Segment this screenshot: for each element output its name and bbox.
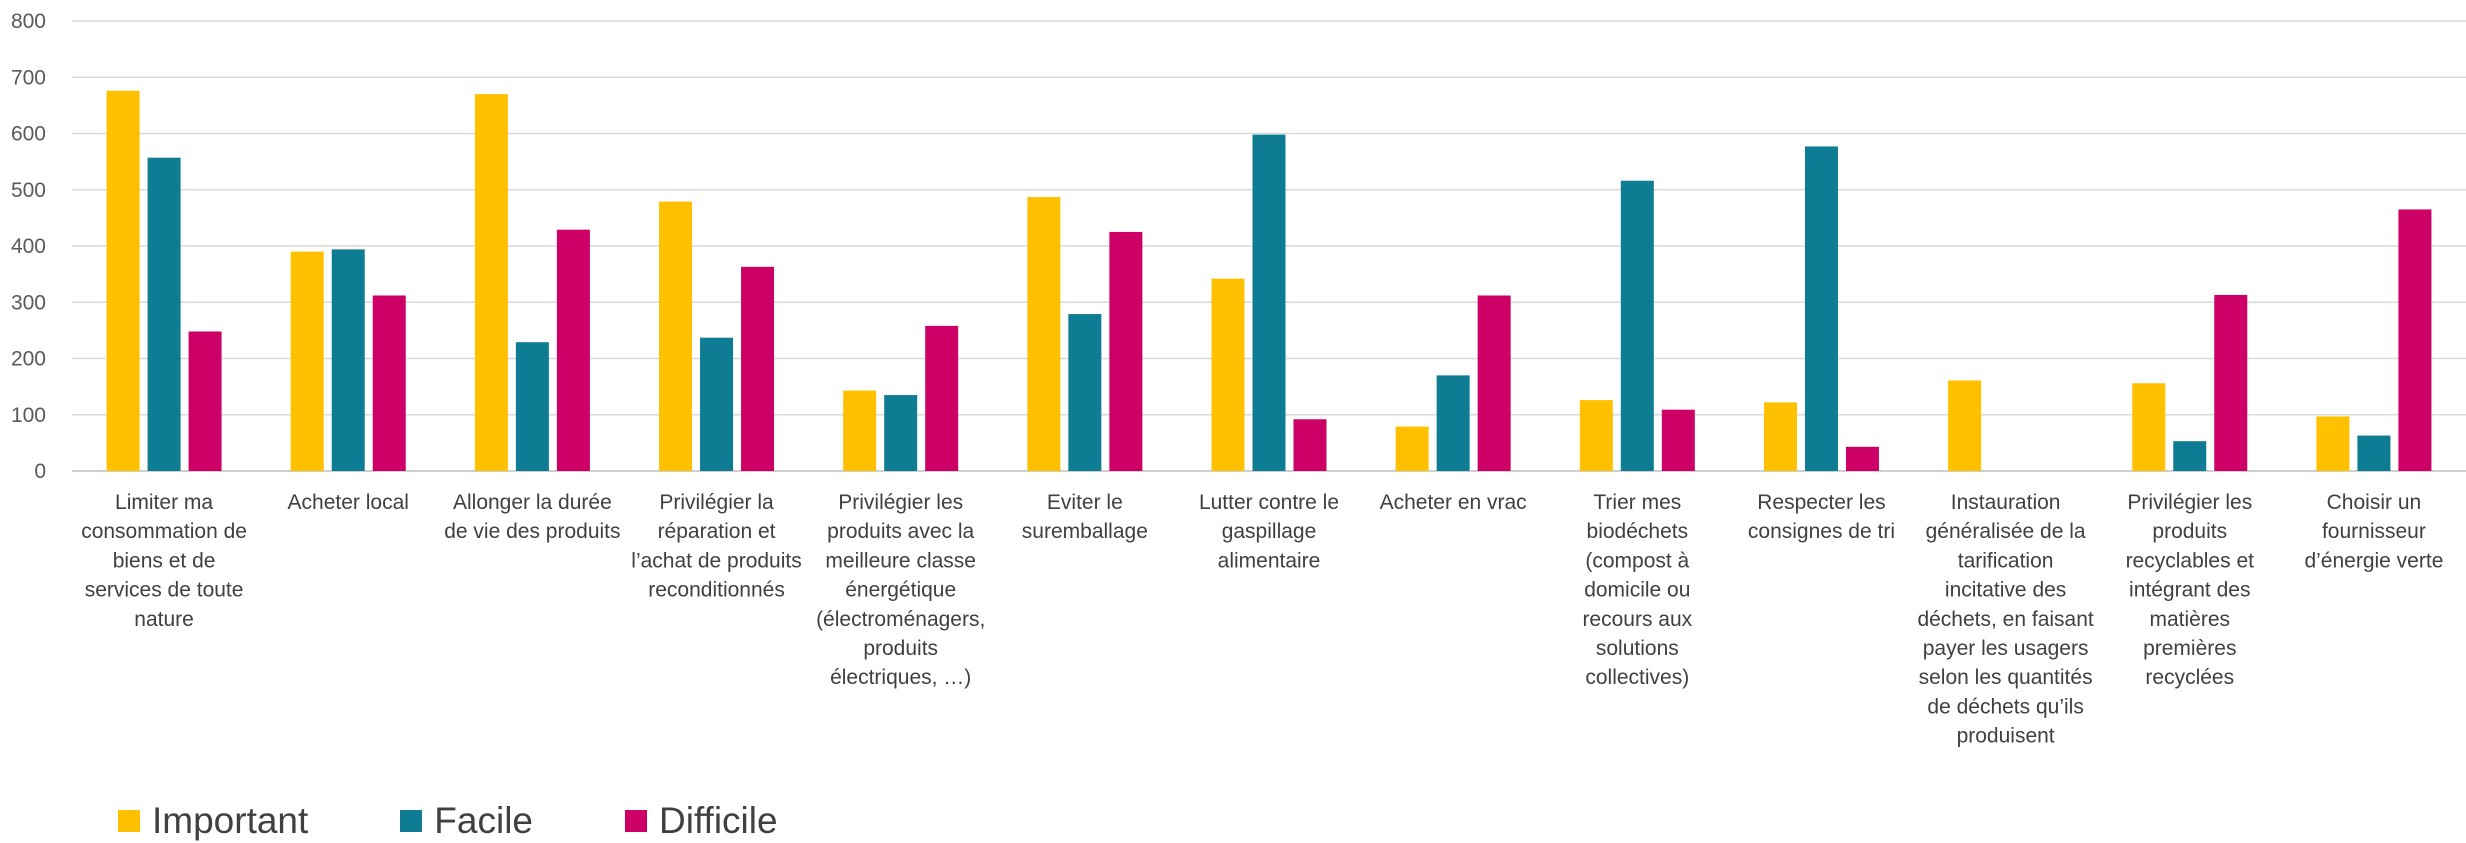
category-label: Privilégier les produits recyclables et int… — [2126, 491, 2255, 689]
bar-facile — [331, 249, 365, 471]
category-label: Privilégier la réparation et l’achat de pr… — [631, 491, 801, 602]
bar-chart: 0 100 200 300 400 500 600 700 800 Limiter ma cons… — [11, 10, 2466, 748]
bar-difficile — [188, 331, 222, 471]
bar-facile — [515, 342, 549, 471]
legend-item-difficile: Difficile — [625, 800, 778, 842]
bar-facile — [2173, 441, 2207, 471]
bar-difficile — [2214, 294, 2248, 471]
legend-swatch-facile — [400, 810, 423, 832]
bar-difficile — [1477, 295, 1511, 471]
bar-facile — [2357, 435, 2391, 471]
category-label: Lutter contre le gaspillage alimentaire — [1199, 491, 1339, 572]
bar-difficile — [372, 295, 406, 471]
bar-difficile — [1293, 419, 1327, 471]
category-label: Choisir un fournisseur d’énergie verte — [2304, 491, 2443, 572]
y-tick-label: 400 — [11, 235, 46, 258]
bar-important — [290, 251, 324, 471]
bar-facile — [700, 337, 734, 471]
bar-difficile — [1109, 231, 1143, 471]
category-label: Respecter les consignes de tri — [1748, 491, 1895, 543]
bar-important — [843, 390, 877, 471]
legend-label-difficile: Difficile — [659, 800, 778, 841]
bar-difficile — [1661, 409, 1695, 471]
legend-item-important: Important — [118, 800, 308, 842]
y-tick-label: 200 — [11, 348, 46, 371]
legend-label-facile: Facile — [434, 800, 533, 841]
bar-facile — [147, 157, 181, 471]
y-tick-label: 600 — [11, 123, 46, 146]
bar-facile — [1252, 134, 1286, 471]
bar-important — [474, 94, 508, 471]
bar-difficile — [925, 325, 959, 471]
y-axis-tick-labels: 0 100 200 300 400 500 600 700 800 — [11, 10, 46, 483]
bars — [106, 90, 2432, 471]
category-label: Acheter local — [288, 491, 409, 514]
bar-important — [2132, 383, 2166, 471]
y-tick-label: 700 — [11, 66, 46, 89]
category-label: Instauration généralisée de la tarificatio… — [1917, 491, 2093, 748]
y-tick-label: 500 — [11, 179, 46, 202]
bar-important — [106, 90, 140, 471]
bar-important — [1395, 426, 1429, 471]
category-label: Trier mes biodéchets (compost à domicile ou… — [1582, 491, 1692, 689]
bar-difficile — [741, 266, 775, 471]
category-label: Eviter le suremballage — [1022, 491, 1148, 543]
category-label: Privilégier les produits avec la meilleure… — [816, 491, 985, 689]
bar-facile — [1620, 180, 1654, 471]
legend: Important Facile Difficile — [118, 800, 870, 842]
bar-facile — [884, 395, 918, 471]
bar-important — [1948, 380, 1982, 471]
y-tick-label: 800 — [11, 10, 46, 33]
bar-facile — [1068, 314, 1102, 471]
category-labels: Limiter ma consommation de biens et de serv… — [81, 491, 2443, 748]
bar-facile — [1436, 375, 1470, 471]
bar-important — [1211, 278, 1245, 471]
bar-difficile — [1845, 446, 1879, 471]
legend-label-important: Important — [152, 800, 309, 841]
bar-facile — [1804, 146, 1838, 471]
category-label: Acheter en vrac — [1380, 491, 1527, 514]
bar-important — [1027, 197, 1061, 471]
bar-difficile — [2398, 209, 2432, 471]
legend-swatch-difficile — [625, 810, 647, 832]
bar-important — [1763, 402, 1797, 471]
y-tick-label: 100 — [11, 404, 46, 427]
legend-swatch-important — [118, 810, 140, 832]
bar-important — [2316, 416, 2350, 471]
bar-important — [1579, 400, 1613, 471]
category-label: Limiter ma consommation de biens et de serv… — [81, 491, 247, 631]
bar-important — [659, 201, 693, 471]
y-tick-label: 0 — [34, 460, 46, 483]
bar-difficile — [556, 229, 590, 471]
legend-item-facile: Facile — [400, 800, 533, 842]
category-label: Allonger la durée de vie des produits — [444, 491, 620, 543]
y-tick-label: 300 — [11, 291, 46, 314]
